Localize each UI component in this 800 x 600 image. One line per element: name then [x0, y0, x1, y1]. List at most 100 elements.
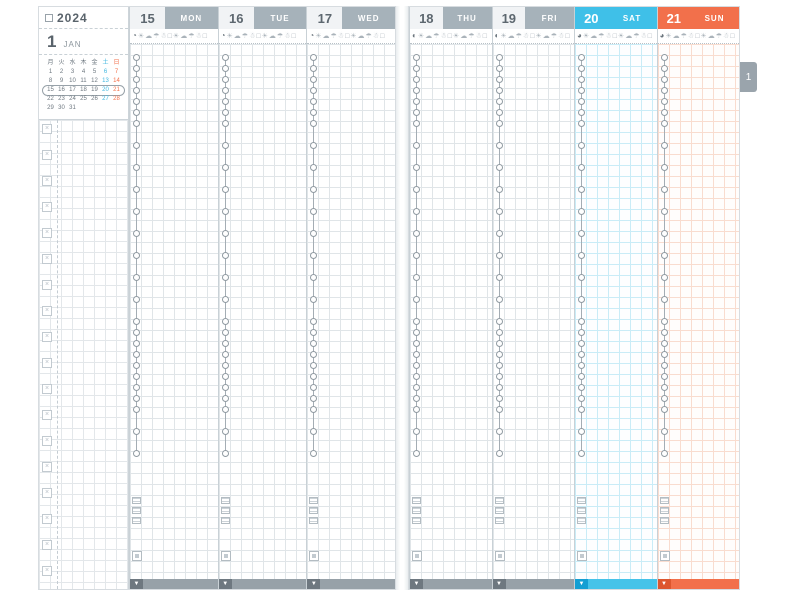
day-grid[interactable] [410, 44, 492, 579]
task-checkbox[interactable]: × [42, 332, 52, 342]
day-header: 17 WED [307, 7, 396, 29]
mini-calendar-day[interactable]: 7 [114, 69, 119, 75]
mini-calendar-day[interactable]: 20 [102, 87, 109, 93]
day-grid[interactable] [307, 44, 396, 579]
day-column-18[interactable]: 18 THU ◐ ☀ ☁ ☂ ☃ □ ☀ ☁ ☂ ☃ □ ▼ [409, 7, 492, 589]
task-checkbox[interactable]: × [42, 358, 52, 368]
time-ring [310, 384, 318, 391]
time-ring [221, 340, 229, 347]
weather-row: ◕ ☀ ☁ ☂ ☃ □ ☀ ☁ ☂ ☃ □ [575, 29, 657, 44]
mini-calendar-day[interactable]: 3 [70, 69, 75, 75]
mini-calendar-day[interactable]: 8 [48, 78, 53, 84]
time-ring [578, 87, 585, 94]
meal-icon [577, 497, 586, 504]
task-checkbox[interactable]: × [42, 410, 52, 420]
mini-calendar-day[interactable]: 30 [58, 105, 65, 111]
snow-icon: ☃ [522, 32, 530, 40]
mini-calendar-day[interactable]: 24 [69, 96, 76, 102]
mini-calendar-day[interactable]: 31 [69, 105, 76, 111]
day-column-21[interactable]: 21 SUN ◕ ☀ ☁ ☂ ☃ □ ☀ ☁ ☂ ☃ □ ▼ [656, 7, 739, 589]
time-ring [578, 252, 585, 259]
time-ring [310, 109, 318, 116]
meal-icon [220, 517, 230, 524]
mini-calendar-week: 8 9 10 11 12 13 14 [39, 77, 128, 86]
time-ring [413, 164, 420, 171]
mini-calendar-day [100, 104, 111, 113]
mini-calendar-day[interactable]: 1 [48, 69, 53, 75]
temperature-box-icon: □ [380, 32, 385, 40]
mini-calendar-day[interactable]: 21 [113, 87, 120, 93]
mini-calendar-day[interactable]: 13 [102, 78, 109, 84]
cloud-icon: ☁ [672, 32, 680, 40]
task-checkbox[interactable]: × [42, 540, 52, 550]
day-footer-bar: ▼ [410, 579, 492, 589]
mini-calendar-day[interactable]: 27 [102, 96, 109, 102]
mini-calendar-day[interactable]: 11 [80, 78, 87, 84]
mini-calendar-day[interactable]: 6 [103, 69, 108, 75]
time-ring [578, 164, 585, 171]
task-checkbox[interactable]: × [42, 254, 52, 264]
mini-calendar-day[interactable]: 25 [80, 96, 87, 102]
task-checkbox[interactable]: × [42, 306, 52, 316]
meal-icon [132, 517, 141, 524]
weather-row: ◐ ☀ ☁ ☂ ☃ □ ☀ ☁ ☂ ☃ □ [410, 29, 492, 44]
time-ring [133, 329, 140, 336]
task-checkbox[interactable]: × [42, 280, 52, 290]
time-ring [495, 109, 503, 116]
task-checkbox[interactable]: × [42, 384, 52, 394]
day-grid[interactable] [492, 44, 574, 579]
time-ring [413, 186, 420, 193]
day-grid[interactable] [575, 44, 657, 579]
mini-calendar-day[interactable]: 10 [69, 78, 76, 84]
time-ring [133, 395, 140, 402]
day-footer-bar: ▼ [492, 579, 574, 589]
day-grid[interactable] [130, 44, 218, 579]
mini-calendar-day[interactable]: 15 [47, 87, 54, 93]
time-ring [495, 318, 503, 325]
time-ring [133, 98, 140, 105]
time-ring [660, 395, 668, 402]
time-ring [578, 450, 585, 457]
day-column-16[interactable]: 16 TUE ◔ ☀ ☁ ☂ ☃ □ ☀ ☁ ☂ ☃ □ ▼ [217, 7, 307, 589]
task-checkbox[interactable]: × [42, 488, 52, 498]
day-column-17[interactable]: 17 WED ◔ ☀ ☁ ☂ ☃ □ ☀ ☁ ☂ ☃ □ ▼ [306, 7, 396, 589]
mini-calendar-day[interactable]: 2 [59, 69, 64, 75]
weather-row: ◐ ☀ ☁ ☂ ☃ □ ☀ ☁ ☂ ☃ □ [492, 29, 574, 44]
mini-calendar-day[interactable]: 12 [91, 78, 98, 84]
mini-calendar-day[interactable]: 18 [80, 87, 87, 93]
time-ring [413, 54, 420, 61]
day-number: 17 [307, 7, 343, 29]
task-checkbox[interactable]: × [42, 176, 52, 186]
day-grid[interactable] [218, 44, 307, 579]
task-checkbox[interactable]: × [42, 228, 52, 238]
task-checkbox[interactable]: × [42, 566, 52, 576]
mini-calendar-day[interactable]: 4 [81, 69, 86, 75]
mini-calendar-day[interactable]: 5 [92, 69, 97, 75]
time-ring [133, 65, 140, 72]
task-checkbox[interactable]: × [42, 514, 52, 524]
day-grid[interactable] [657, 44, 739, 579]
day-column-15[interactable]: 15 MON ◔ ☀ ☁ ☂ ☃ □ ☀ ☁ ☂ ☃ □ ▼ [129, 7, 218, 589]
task-checkbox[interactable]: × [42, 462, 52, 472]
mini-calendar-day[interactable]: 23 [58, 96, 65, 102]
mini-calendar-day[interactable]: 26 [91, 96, 98, 102]
mini-calendar-day[interactable]: 28 [113, 96, 120, 102]
mini-calendar-day[interactable]: 16 [58, 87, 65, 93]
day-column-19[interactable]: 19 FRI ◐ ☀ ☁ ☂ ☃ □ ☀ ☁ ☂ ☃ □ ▼ [491, 7, 574, 589]
time-ring [660, 208, 668, 215]
task-checkbox[interactable]: × [42, 150, 52, 160]
task-checkbox[interactable]: × [42, 436, 52, 446]
task-checkbox[interactable]: × [42, 124, 52, 134]
mini-calendar-day[interactable]: 22 [47, 96, 54, 102]
mini-calendar-day[interactable]: 29 [47, 105, 54, 111]
month-tab[interactable]: 1 [740, 62, 757, 92]
time-ring [221, 351, 229, 358]
day-column-20[interactable]: 20 SAT ◕ ☀ ☁ ☂ ☃ □ ☀ ☁ ☂ ☃ □ ▼ [574, 7, 657, 589]
mini-calendar-day[interactable]: 9 [59, 78, 64, 84]
mini-calendar-day[interactable]: 14 [113, 78, 120, 84]
mini-calendar-day[interactable]: 17 [69, 87, 76, 93]
meal-icon [132, 497, 141, 504]
mini-calendar-day[interactable]: 19 [91, 87, 98, 93]
task-checkbox[interactable]: × [42, 202, 52, 212]
umbrella-icon: ☂ [550, 32, 557, 40]
